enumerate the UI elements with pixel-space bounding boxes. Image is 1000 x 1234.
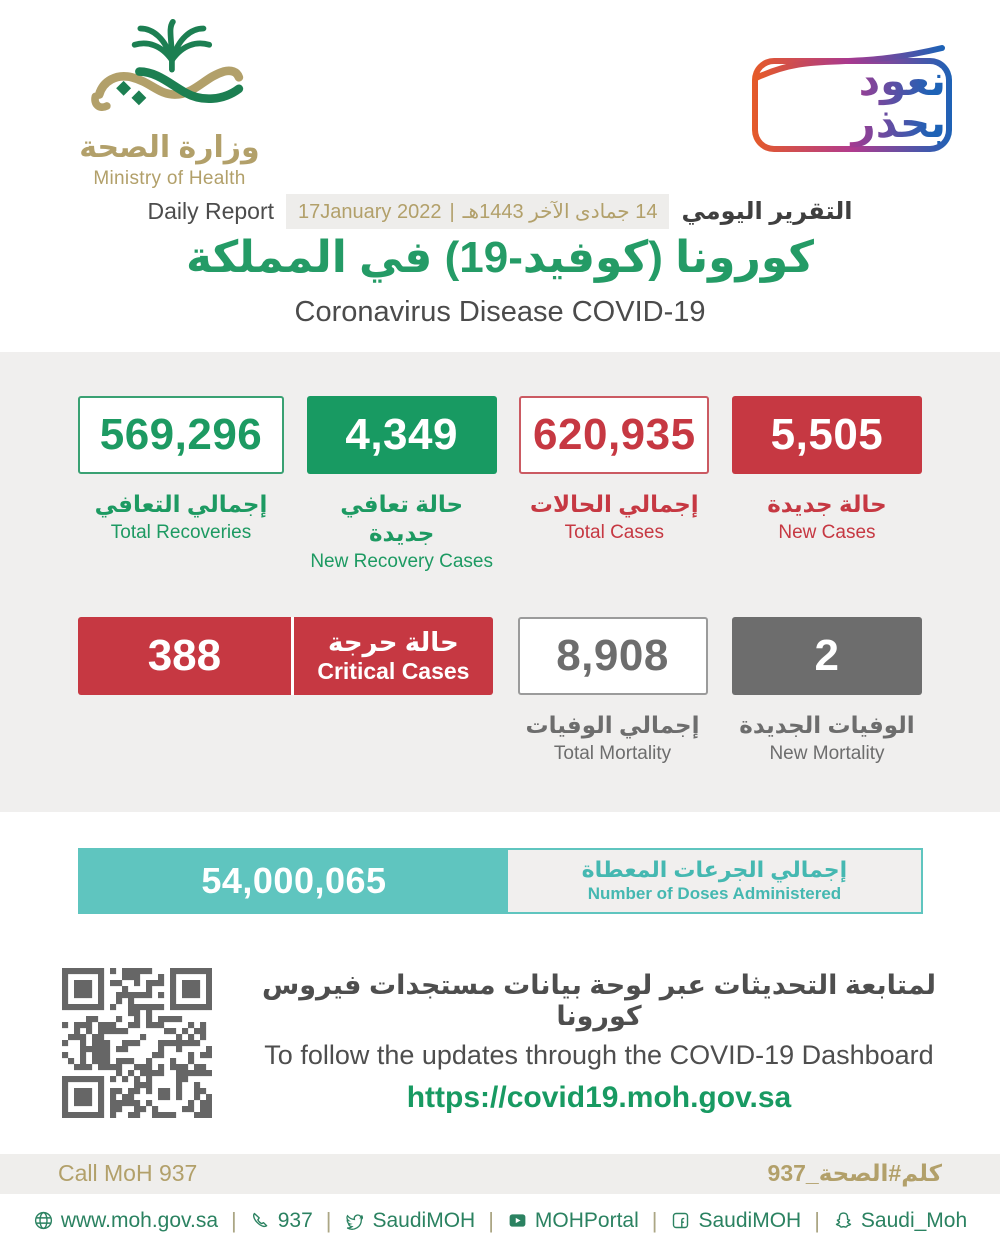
call-moh-strip: Call MoH 937 كلم#الصحة_937 [0,1153,1000,1194]
doses-label-en: Number of Doses Administered [587,883,842,903]
stat-new-cases: 5,505 حالة جديدة New Cases [731,396,922,573]
footer-link-website[interactable]: www.moh.gov.sa [33,1209,218,1233]
new-mortality-label-en: New Mortality [769,743,885,764]
return-with-caution-badge: نعود بحذر [752,45,952,152]
total-cases-value: 620,935 [519,396,710,474]
total-recoveries-label-ar: إجمالي التعافي [94,491,268,517]
header: وزارة الصحة Ministry of Health نعود بحذر… [0,0,1000,352]
new-recoveries-label-en: New Recovery Cases [310,550,493,572]
twitter-icon [346,1214,364,1231]
new-cases-value: 5,505 [731,396,922,474]
stat-new-mortality: 2 الوفيات الجديدة New Mortality [732,617,922,766]
critical-cases-label-ar: حالة حرجة [328,627,459,658]
footer-label-phone: 937 [277,1208,313,1232]
snapchat-icon [835,1212,852,1229]
dashboard-section: لمتابعة التحديثات عبر لوحة بيانات مستجدا… [0,914,1000,1118]
footer-label-snapchat: Saudi_Moh [860,1208,968,1232]
date-gregorian: 17January 2022 [298,201,442,223]
youtube-icon [509,1214,526,1227]
stat-total-recoveries: 569,296 إجمالي التعافي Total Recoveries [78,396,284,573]
footer-separator: | [651,1207,658,1233]
stat-critical-cases: 388 حالة حرجة Critical Cases [78,617,493,696]
footer-separator: | [488,1207,494,1233]
footer-link-snapchat[interactable]: Saudi_Moh [833,1209,967,1233]
footer-label-facebook: SaudiMOH [698,1208,802,1232]
footer-link-twitter[interactable]: SaudiMOH [344,1209,475,1233]
badge-gradient-border: نعود بحذر [752,58,952,152]
footer-link-youtube[interactable]: MOHPortal [507,1209,639,1233]
moh-logo: وزارة الصحة Ministry of Health [52,18,287,190]
badge-swoosh-icon [753,45,945,81]
moh-palm-icon [90,18,243,112]
total-recoveries-value: 569,296 [78,396,284,474]
footer-label-youtube: MOHPortal [534,1208,639,1232]
daily-report-label-ar: التقرير اليومي [681,198,853,225]
new-recoveries-label-ar: حالة تعافي جديدة [340,491,464,546]
doses-value: 54,000,065 [79,849,509,912]
total-cases-label-ar: إجمالي الحالات [529,491,699,517]
footer-link-phone[interactable]: 937 [250,1209,313,1233]
critical-cases-label-en: Critical Cases [317,657,470,684]
new-recoveries-value: 4,349 [306,396,497,474]
page-title-english: Coronavirus Disease COVID-19 [294,296,706,328]
stat-total-mortality: 8,908 إجمالي الوفيات Total Mortality [517,617,708,766]
date-hijri: 14 جمادى الآخر 1443هـ [462,201,658,223]
critical-cases-value: 388 [78,617,294,696]
total-cases-label-en: Total Cases [564,521,664,543]
doses-label-ar: إجمالي الجرعات المعطاة [581,857,848,883]
total-mortality-label-ar: إجمالي الوفيات [525,712,700,739]
total-mortality-label-en: Total Mortality [553,743,672,764]
report-date-box: 14 جمادى الآخر 1443هـ | 17January 2022 [286,194,670,229]
footer-link-facebook[interactable]: SaudiMOH [670,1209,801,1233]
total-mortality-value: 8,908 [517,617,708,696]
badge-slogan: نعود بحذر [758,60,946,150]
dashboard-note-en: To follow the updates through the COVID-… [264,1040,934,1071]
ministry-name-english: Ministry of Health [93,168,246,189]
footer-social-bar: www.moh.gov.sa | 937 | SaudiMOH | MOHPor… [0,1208,1000,1234]
footer-separator: | [231,1207,237,1233]
call-moh-label: Call MoH 937 [58,1160,198,1187]
stat-total-cases: 620,935 إجمالي الحالات Total Cases [519,396,710,573]
footer-label-twitter: SaudiMOH [372,1208,476,1232]
doses-administered-bar: 54,000,065 إجمالي الجرعات المعطاة Number… [77,847,923,914]
statistics-section: 569,296 إجمالي التعافي Total Recoveries … [0,352,1000,812]
stats-row-2: 388 حالة حرجة Critical Cases 8,908 إجمال… [78,617,922,766]
dashboard-note-ar: لمتابعة التحديثات عبر لوحة بيانات مستجدا… [261,970,937,1032]
date-separator: | [449,201,455,223]
stats-row-1: 569,296 إجمالي التعافي Total Recoveries … [78,396,922,573]
new-cases-label-en: New Cases [778,521,876,543]
total-recoveries-label-en: Total Recoveries [110,521,252,543]
stat-new-recoveries: 4,349 حالة تعافي جديدة New Recovery Case… [306,396,497,573]
daily-report-label-en: Daily Report [147,198,275,224]
ministry-name-arabic: وزارة الصحة [79,131,260,164]
footer-separator: | [325,1207,332,1233]
hashtag-label: كلم#الصحة_937 [767,1160,942,1187]
globe-icon [34,1212,52,1230]
new-cases-label-ar: حالة جديدة [767,491,887,517]
report-line: Daily Report 14 جمادى الآخر 1443هـ | 17Jan… [0,194,1000,229]
facebook-icon [673,1213,689,1229]
phone-icon [252,1213,268,1228]
qr-code [62,967,212,1118]
footer-label-website: www.moh.gov.sa [60,1208,218,1232]
new-mortality-label-ar: الوفيات الجديدة [739,712,915,739]
dashboard-url-link[interactable]: https://covid19.moh.gov.sa [406,1081,792,1115]
page-title-arabic: كورونا (كوفيد-19) في المملكة [185,233,814,282]
new-mortality-value: 2 [732,617,922,696]
footer-separator: | [814,1207,820,1233]
